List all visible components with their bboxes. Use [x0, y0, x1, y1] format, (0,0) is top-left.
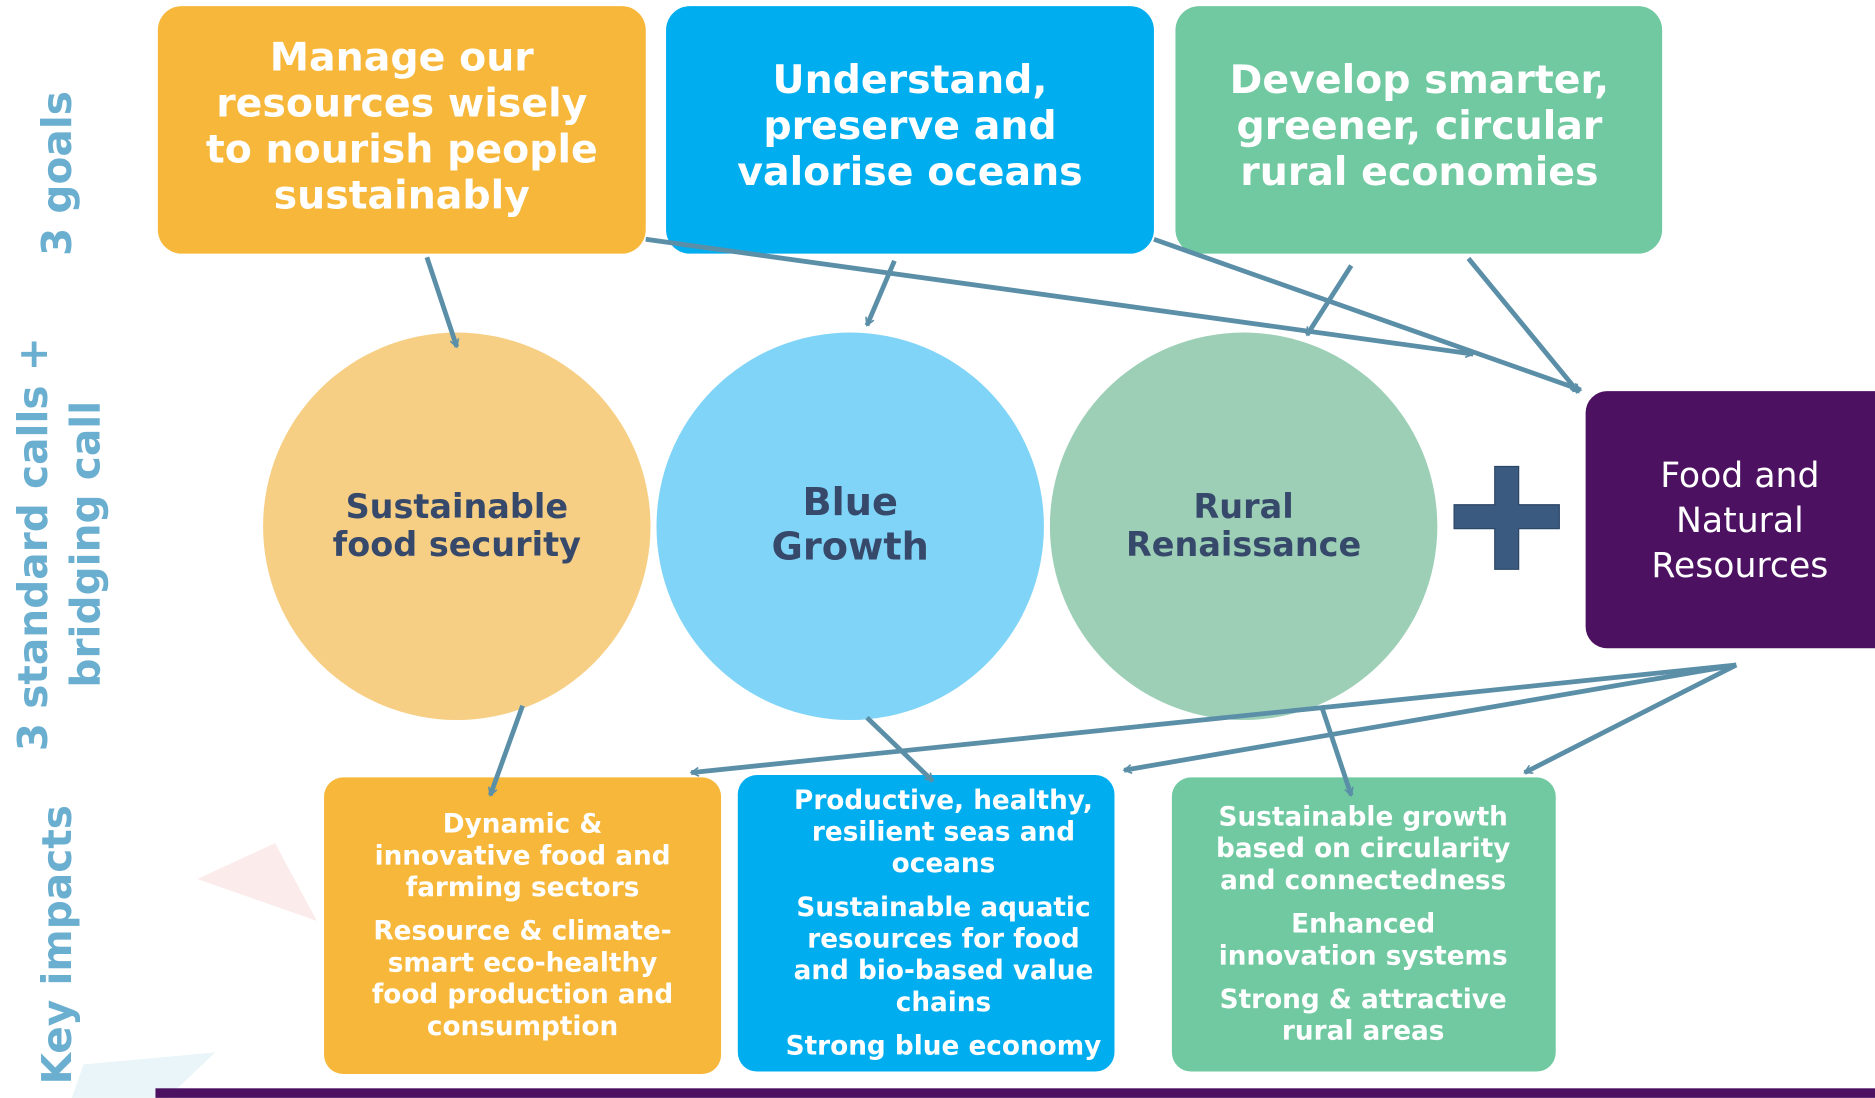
impact-text: Productive, healthy,	[794, 786, 1093, 816]
impact-text: based on circularity	[1216, 834, 1510, 864]
impact-text: smart eco-healthy	[388, 948, 658, 978]
goal-text: Manage our	[270, 34, 535, 80]
impact-text: rural areas	[1282, 1017, 1445, 1047]
arrows	[424, 236, 1738, 797]
goal-text: valorise oceans	[737, 149, 1082, 195]
arrow	[487, 704, 525, 797]
arrow	[645, 236, 1475, 359]
side-label: 3 goals	[33, 91, 81, 256]
goal-box	[1175, 6, 1663, 254]
impact-text: Enhanced	[1291, 910, 1435, 940]
goal-text: rural economies	[1240, 149, 1598, 195]
arrow	[1153, 237, 1583, 393]
goal-text: Develop smarter,	[1230, 57, 1610, 103]
goal-text: preserve and	[763, 103, 1056, 149]
arrow	[1523, 662, 1738, 775]
plus-sign	[1453, 465, 1560, 570]
bridging-text: Resources	[1651, 546, 1828, 586]
impact-text: innovative food and	[375, 841, 671, 871]
impact-box	[324, 777, 722, 1074]
goal-text: greener, circular	[1236, 103, 1602, 149]
impact-text: farming sectors	[406, 873, 640, 903]
impact-text: consumption	[427, 1012, 618, 1042]
arrow	[1304, 264, 1354, 337]
call-text: Rural	[1194, 487, 1294, 526]
call-text: Blue	[802, 480, 897, 525]
impact-text: oceans	[892, 849, 996, 879]
impact-text: and connectedness	[1220, 866, 1506, 896]
impact-text: Strong blue economy	[786, 1032, 1102, 1062]
impact-text: innovation systems	[1219, 941, 1508, 971]
impact-text: chains	[896, 988, 991, 1018]
goal-text: to nourish people	[206, 126, 598, 172]
goal-text: sustainably	[274, 173, 530, 219]
impact-text: and bio-based value	[794, 956, 1094, 986]
arrow	[424, 256, 460, 349]
call-circle	[1049, 332, 1438, 720]
side-label: bridging call	[61, 401, 109, 688]
goal-box	[666, 6, 1154, 254]
impact-text: Strong & attractive	[1220, 985, 1507, 1015]
impact-text: resources for food	[807, 925, 1079, 955]
bottom-bar	[155, 1088, 1875, 1098]
arrow	[1466, 256, 1581, 394]
impact-text: resilient seas and	[812, 818, 1075, 848]
call-circle	[656, 332, 1044, 720]
arrow	[1319, 704, 1354, 797]
decoration	[71, 1052, 216, 1098]
impact-text: Sustainable growth	[1219, 803, 1508, 833]
decoration	[197, 843, 317, 921]
impact-text: Resource & climate-	[373, 917, 671, 947]
impact-text: Sustainable aquatic	[796, 893, 1090, 923]
call-circle	[263, 332, 651, 720]
bridging-text: Natural	[1676, 501, 1804, 541]
impact-text: food production and	[372, 980, 673, 1010]
side-label: 3 standard calls +	[9, 337, 57, 751]
arrow	[1122, 662, 1737, 774]
impact-box	[1171, 777, 1556, 1072]
impact-box	[737, 775, 1115, 1072]
bridging-box	[1585, 391, 1875, 649]
goal-text: resources wisely	[216, 80, 587, 126]
bridging-text: Food and	[1660, 456, 1819, 496]
side-label: Key impacts	[33, 805, 81, 1084]
call-text: food security	[333, 525, 581, 564]
impact-text: Dynamic &	[443, 810, 603, 840]
goal-box	[157, 6, 646, 254]
arrow	[689, 662, 1737, 777]
goal-text: Understand,	[773, 57, 1048, 103]
call-text: Growth	[772, 525, 929, 570]
call-text: Sustainable	[346, 487, 568, 526]
call-text: Renaissance	[1126, 525, 1361, 564]
